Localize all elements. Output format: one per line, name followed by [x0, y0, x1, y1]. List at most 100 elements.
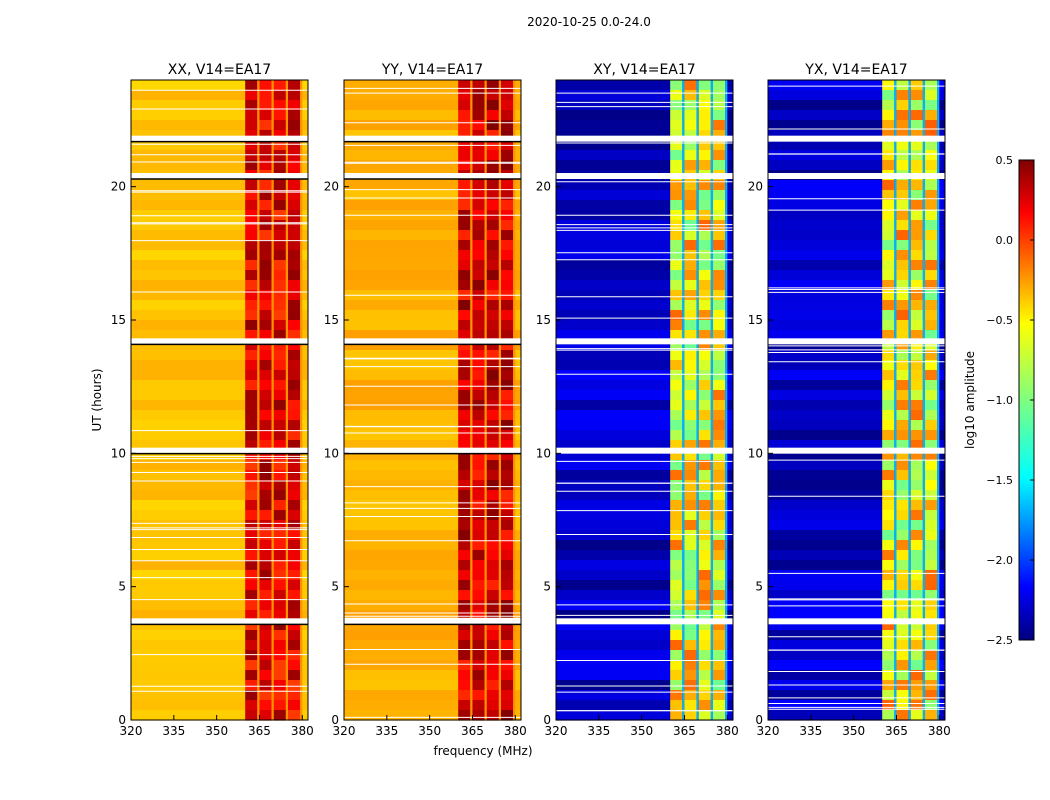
- rfi-cell: [245, 710, 258, 721]
- rfi-gap: [300, 80, 303, 720]
- heatmap-row: [131, 540, 308, 551]
- rfi-cell: [245, 550, 258, 561]
- heatmap-row: [131, 140, 308, 151]
- y-tick-label: 10: [324, 446, 339, 460]
- rfi-cell: [698, 260, 711, 271]
- rfi-cell: [882, 320, 895, 331]
- rfi-cell: [259, 270, 272, 281]
- rfi-cell: [925, 380, 938, 391]
- rfi-cell: [896, 270, 909, 281]
- rfi-cell: [472, 550, 485, 561]
- rfi-cell: [501, 280, 514, 291]
- rfi-cell: [288, 410, 301, 421]
- rfi-cell: [273, 620, 286, 631]
- rfi-cell: [501, 520, 514, 531]
- rfi-cell: [698, 130, 711, 141]
- heatmap-row: [556, 240, 733, 251]
- rfi-cell: [486, 410, 499, 421]
- rfi-cell: [925, 450, 938, 461]
- rfi-cell: [925, 160, 938, 171]
- rfi-cell: [288, 480, 301, 491]
- rfi-cell: [259, 660, 272, 671]
- heatmap-row: [768, 620, 945, 631]
- rfi-cell: [245, 240, 258, 251]
- rfi-cell: [713, 130, 726, 141]
- rfi-cell: [501, 80, 514, 91]
- rfi-cell: [486, 510, 499, 521]
- rfi-cell: [925, 250, 938, 261]
- rfi-cell: [896, 90, 909, 101]
- rfi-cell: [288, 640, 301, 651]
- rfi-cell: [684, 660, 697, 671]
- rfi-cell: [910, 200, 923, 211]
- rfi-cell: [698, 480, 711, 491]
- rfi-cell: [670, 340, 683, 351]
- rfi-cell: [486, 420, 499, 431]
- rfi-cell: [713, 510, 726, 521]
- rfi-cell: [882, 470, 895, 481]
- rfi-cell: [501, 540, 514, 551]
- heatmap-row: [768, 690, 945, 701]
- rfi-cell: [882, 610, 895, 621]
- rfi-cell: [245, 630, 258, 641]
- rfi-cell: [259, 310, 272, 321]
- rfi-cell: [486, 160, 499, 171]
- heatmap-row: [344, 190, 521, 201]
- rfi-cell: [245, 130, 258, 141]
- rfi-cell: [684, 130, 697, 141]
- rfi-cell: [245, 320, 258, 331]
- panel-xx: XX, V14=EA17 320 335 350 365 380 0 5 10 15 20: [111, 62, 314, 738]
- heatmap-row: [556, 120, 733, 131]
- heatmap-row: [556, 310, 733, 321]
- rfi-cell: [713, 160, 726, 171]
- rfi-cell: [882, 220, 895, 231]
- rfi-cell: [245, 370, 258, 381]
- rfi-cell: [259, 480, 272, 491]
- rfi-cell: [458, 450, 471, 461]
- rfi-cell: [288, 140, 301, 151]
- rfi-cell: [259, 700, 272, 711]
- rfi-cell: [713, 120, 726, 131]
- heatmap-row: [768, 550, 945, 561]
- heatmap-row: [768, 340, 945, 351]
- rfi-cell: [670, 180, 683, 191]
- rfi-cell: [925, 610, 938, 621]
- rfi-cell: [896, 340, 909, 351]
- rfi-cell: [486, 80, 499, 91]
- rfi-cell: [925, 600, 938, 611]
- y-tick-label: 15: [748, 313, 763, 327]
- rfi-cell: [896, 180, 909, 191]
- rfi-cell: [670, 150, 683, 161]
- y-tick-label: 10: [748, 446, 763, 460]
- rfi-cell: [458, 390, 471, 401]
- rfi-cell: [288, 380, 301, 391]
- rfi-cell: [273, 350, 286, 361]
- rfi-cell: [458, 130, 471, 141]
- rfi-cell: [896, 310, 909, 321]
- rfi-cell: [910, 560, 923, 571]
- heatmap-row: [768, 610, 945, 621]
- rfi-cell: [910, 120, 923, 131]
- heatmap-row: [131, 560, 308, 571]
- rfi-cell: [501, 470, 514, 481]
- rfi-cell: [910, 430, 923, 441]
- heatmap-row: [344, 710, 521, 721]
- heatmap-row: [556, 270, 733, 281]
- heatmap-row: [556, 110, 733, 121]
- rfi-cell: [472, 310, 485, 321]
- rfi-cell: [670, 640, 683, 651]
- rfi-cell: [713, 550, 726, 561]
- colorbar: 0.5 0.0 −0.5 −1.0 −1.5 −2.0 −2.5 log10 amplitu…: [963, 154, 1035, 647]
- rfi-cell: [910, 340, 923, 351]
- rfi-cell: [698, 140, 711, 151]
- rfi-cell: [882, 290, 895, 301]
- rfi-cell: [713, 340, 726, 351]
- rfi-cell: [882, 590, 895, 601]
- heatmap-row: [344, 370, 521, 381]
- rfi-cell: [925, 400, 938, 411]
- rfi-cell: [259, 600, 272, 611]
- rfi-cell: [910, 160, 923, 171]
- panel-title: XY, V14=EA17: [593, 62, 695, 78]
- heatmap-row: [556, 190, 733, 201]
